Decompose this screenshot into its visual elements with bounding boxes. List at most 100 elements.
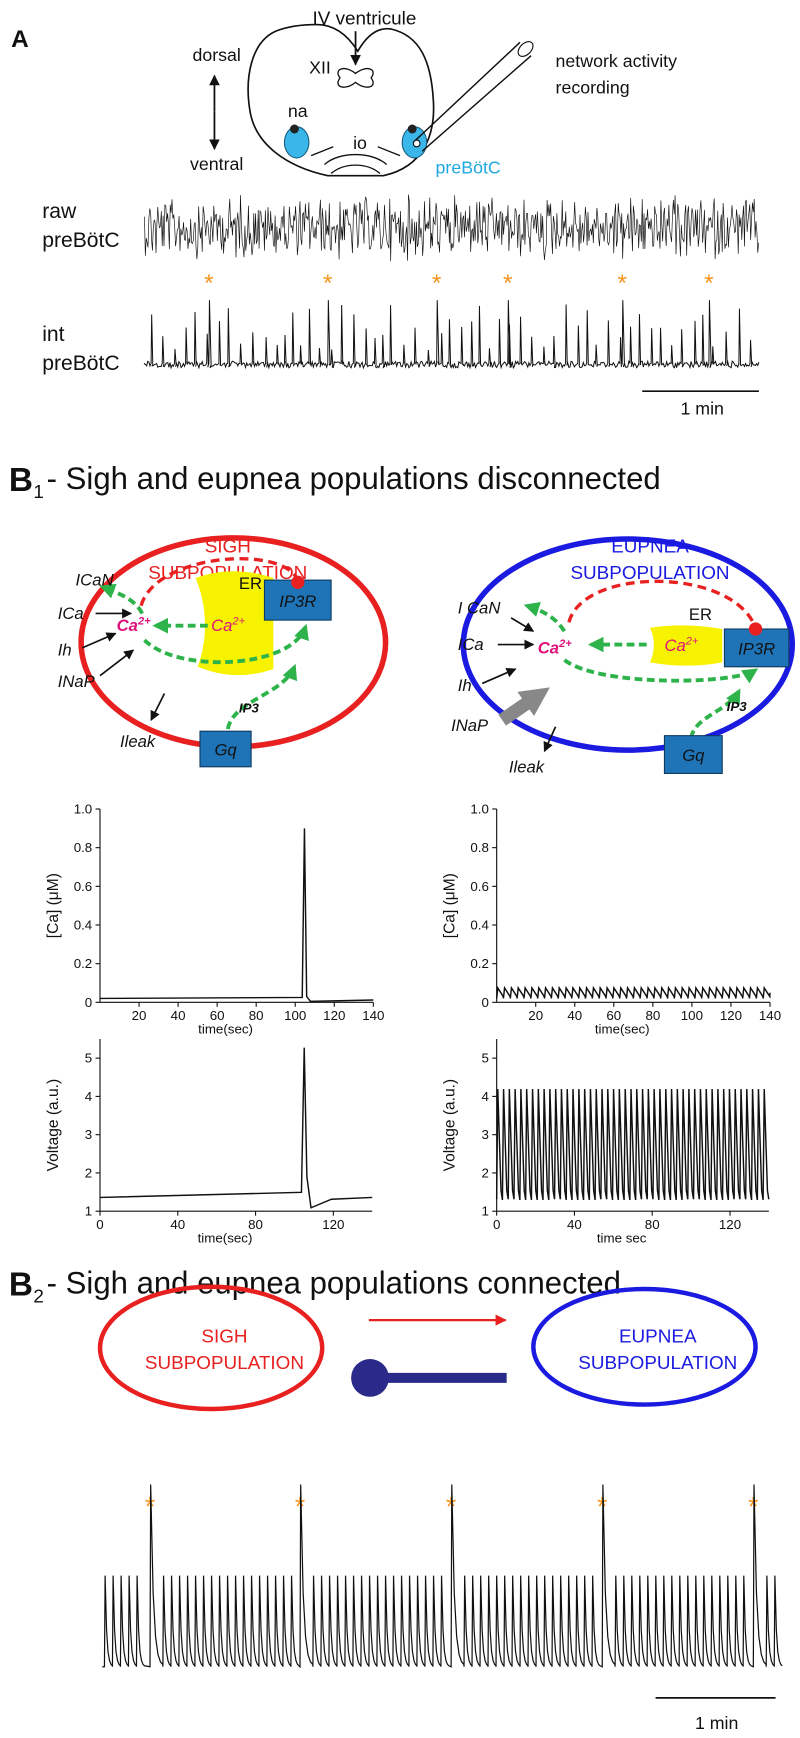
label: 2+	[231, 616, 245, 628]
x-tick-label: 100	[284, 1008, 306, 1023]
sigh-marker: *	[204, 270, 214, 297]
arrow	[99, 649, 135, 677]
feedback	[139, 557, 300, 607]
y-tick-label: 0.4	[470, 917, 489, 932]
x-tick-label: 120	[322, 1217, 344, 1232]
x-tick-label: 40	[171, 1008, 186, 1023]
integrated-trace	[143, 300, 760, 370]
label: network activity	[556, 51, 678, 71]
panel-sub: 1	[33, 482, 44, 503]
y-tick-label: 4	[85, 1089, 93, 1104]
label: Ca	[211, 616, 232, 635]
label: Gq	[682, 746, 705, 765]
x-tick-label: 120	[720, 1008, 742, 1023]
cell-membrane	[460, 536, 795, 753]
current-label: Ileak	[509, 757, 546, 776]
inhibitory-terminal	[351, 1359, 389, 1397]
x-tick-label: 80	[645, 1217, 660, 1232]
x-tick-label: 60	[210, 1008, 225, 1023]
electrode-tip	[412, 139, 421, 148]
label: Ca2+	[117, 616, 151, 636]
er	[650, 625, 723, 666]
scale-label: 1 min	[680, 399, 723, 419]
y-tick-label: 0.8	[74, 840, 93, 855]
x-tick-label: 20	[132, 1008, 147, 1023]
current-label: ICaN	[76, 571, 115, 590]
arrow	[543, 726, 557, 753]
current-label: ICa	[58, 604, 84, 623]
x-tick-label: 60	[606, 1008, 621, 1023]
x-tick-label: 40	[567, 1217, 582, 1232]
label: Gq	[214, 741, 237, 760]
charts: 00.20.40.60.81.020 40 60 80 100 120 140time(se…	[45, 801, 781, 1245]
population-trace	[102, 1484, 783, 1669]
y-tick-label: 1	[481, 1204, 488, 1219]
y-tick-label: 5	[85, 1051, 92, 1066]
y-tick-label: 2	[481, 1165, 488, 1180]
feedback	[567, 579, 758, 629]
x-tick-label: 40	[567, 1008, 582, 1023]
x-axis-label: time(sec)	[198, 1230, 253, 1245]
x-tick-label: 80	[248, 1217, 263, 1232]
current-label: ICa	[458, 635, 484, 654]
y-tick-label: 0.2	[470, 956, 489, 971]
gq	[199, 730, 252, 768]
traces: * * * * * *	[143, 194, 760, 370]
panel-b2: B 2 - Sigh and eupnea populations connec…	[9, 1265, 783, 1733]
y-tick-label: 5	[481, 1051, 488, 1066]
ican-activation	[523, 601, 567, 633]
electrode-end	[517, 41, 534, 57]
panel-b1: B 1 - Sigh and eupnea populations discon…	[9, 461, 795, 1245]
label: io	[353, 133, 367, 153]
x-tick-label: 0	[493, 1217, 500, 1232]
cell-title: SUBPOPULATION	[570, 563, 729, 584]
y-axis-label: [Ca] (μM)	[441, 873, 458, 938]
eupnea-cell: EUPNEA SUBPOPULATION ER IP3R Gq IP3 Ca2+…	[451, 536, 795, 776]
gq	[663, 735, 723, 774]
y-tick-label: 1.0	[74, 801, 93, 816]
y-axis-label: Voltage (a.u.)	[441, 1079, 458, 1171]
y-axis-label: Voltage (a.u.)	[45, 1079, 62, 1171]
panel-a: A IV ventricule XII dorsal ventral na io…	[11, 9, 760, 419]
trace-label: preBötC	[42, 352, 119, 375]
x-tick-label: 40	[170, 1217, 185, 1232]
x-axis-label: time(sec)	[198, 1021, 253, 1036]
x-tick-label: 100	[681, 1008, 703, 1023]
label: ER	[689, 605, 712, 624]
label: 2+	[137, 616, 151, 628]
label: IP3	[727, 699, 748, 714]
arrow	[81, 632, 117, 649]
x-tick-label: 80	[249, 1008, 264, 1023]
ca-to-ip3r	[563, 658, 759, 684]
label: IP3R	[738, 640, 775, 659]
label: Ca2+	[538, 638, 572, 658]
x-axis-label: time(sec)	[595, 1021, 650, 1036]
y-tick-label: 1.0	[470, 801, 489, 816]
eupnea-population	[531, 1286, 758, 1407]
sigh-marker: *	[617, 270, 627, 297]
label: Ca2+	[664, 636, 698, 656]
y-tick-label: 0.2	[74, 956, 93, 971]
y-tick-label: 2	[85, 1165, 92, 1180]
trace: * * * * *	[102, 1484, 783, 1669]
y-tick-label: 3	[481, 1127, 488, 1142]
sigh-marker: *	[503, 270, 513, 297]
current-label: Ih	[458, 676, 472, 695]
ca-to-ip3r	[143, 623, 309, 665]
arrow	[481, 667, 517, 685]
current-label: INaP	[451, 716, 488, 735]
sigh-marker: *	[323, 270, 333, 297]
y-tick-label: 0.6	[470, 879, 489, 894]
label: Ca	[664, 636, 685, 655]
label: IP3R	[279, 592, 316, 611]
nucleus-ambiguus	[407, 124, 417, 134]
x-tick-label: 20	[528, 1008, 543, 1023]
label: preBötC	[436, 157, 501, 177]
label: dorsal	[192, 45, 240, 65]
sigh-marker: *	[432, 270, 442, 297]
feedback-end	[748, 622, 763, 636]
arrow	[150, 693, 166, 722]
y-tick-label: 0.8	[470, 840, 489, 855]
y-tick-label: 1	[85, 1204, 92, 1219]
